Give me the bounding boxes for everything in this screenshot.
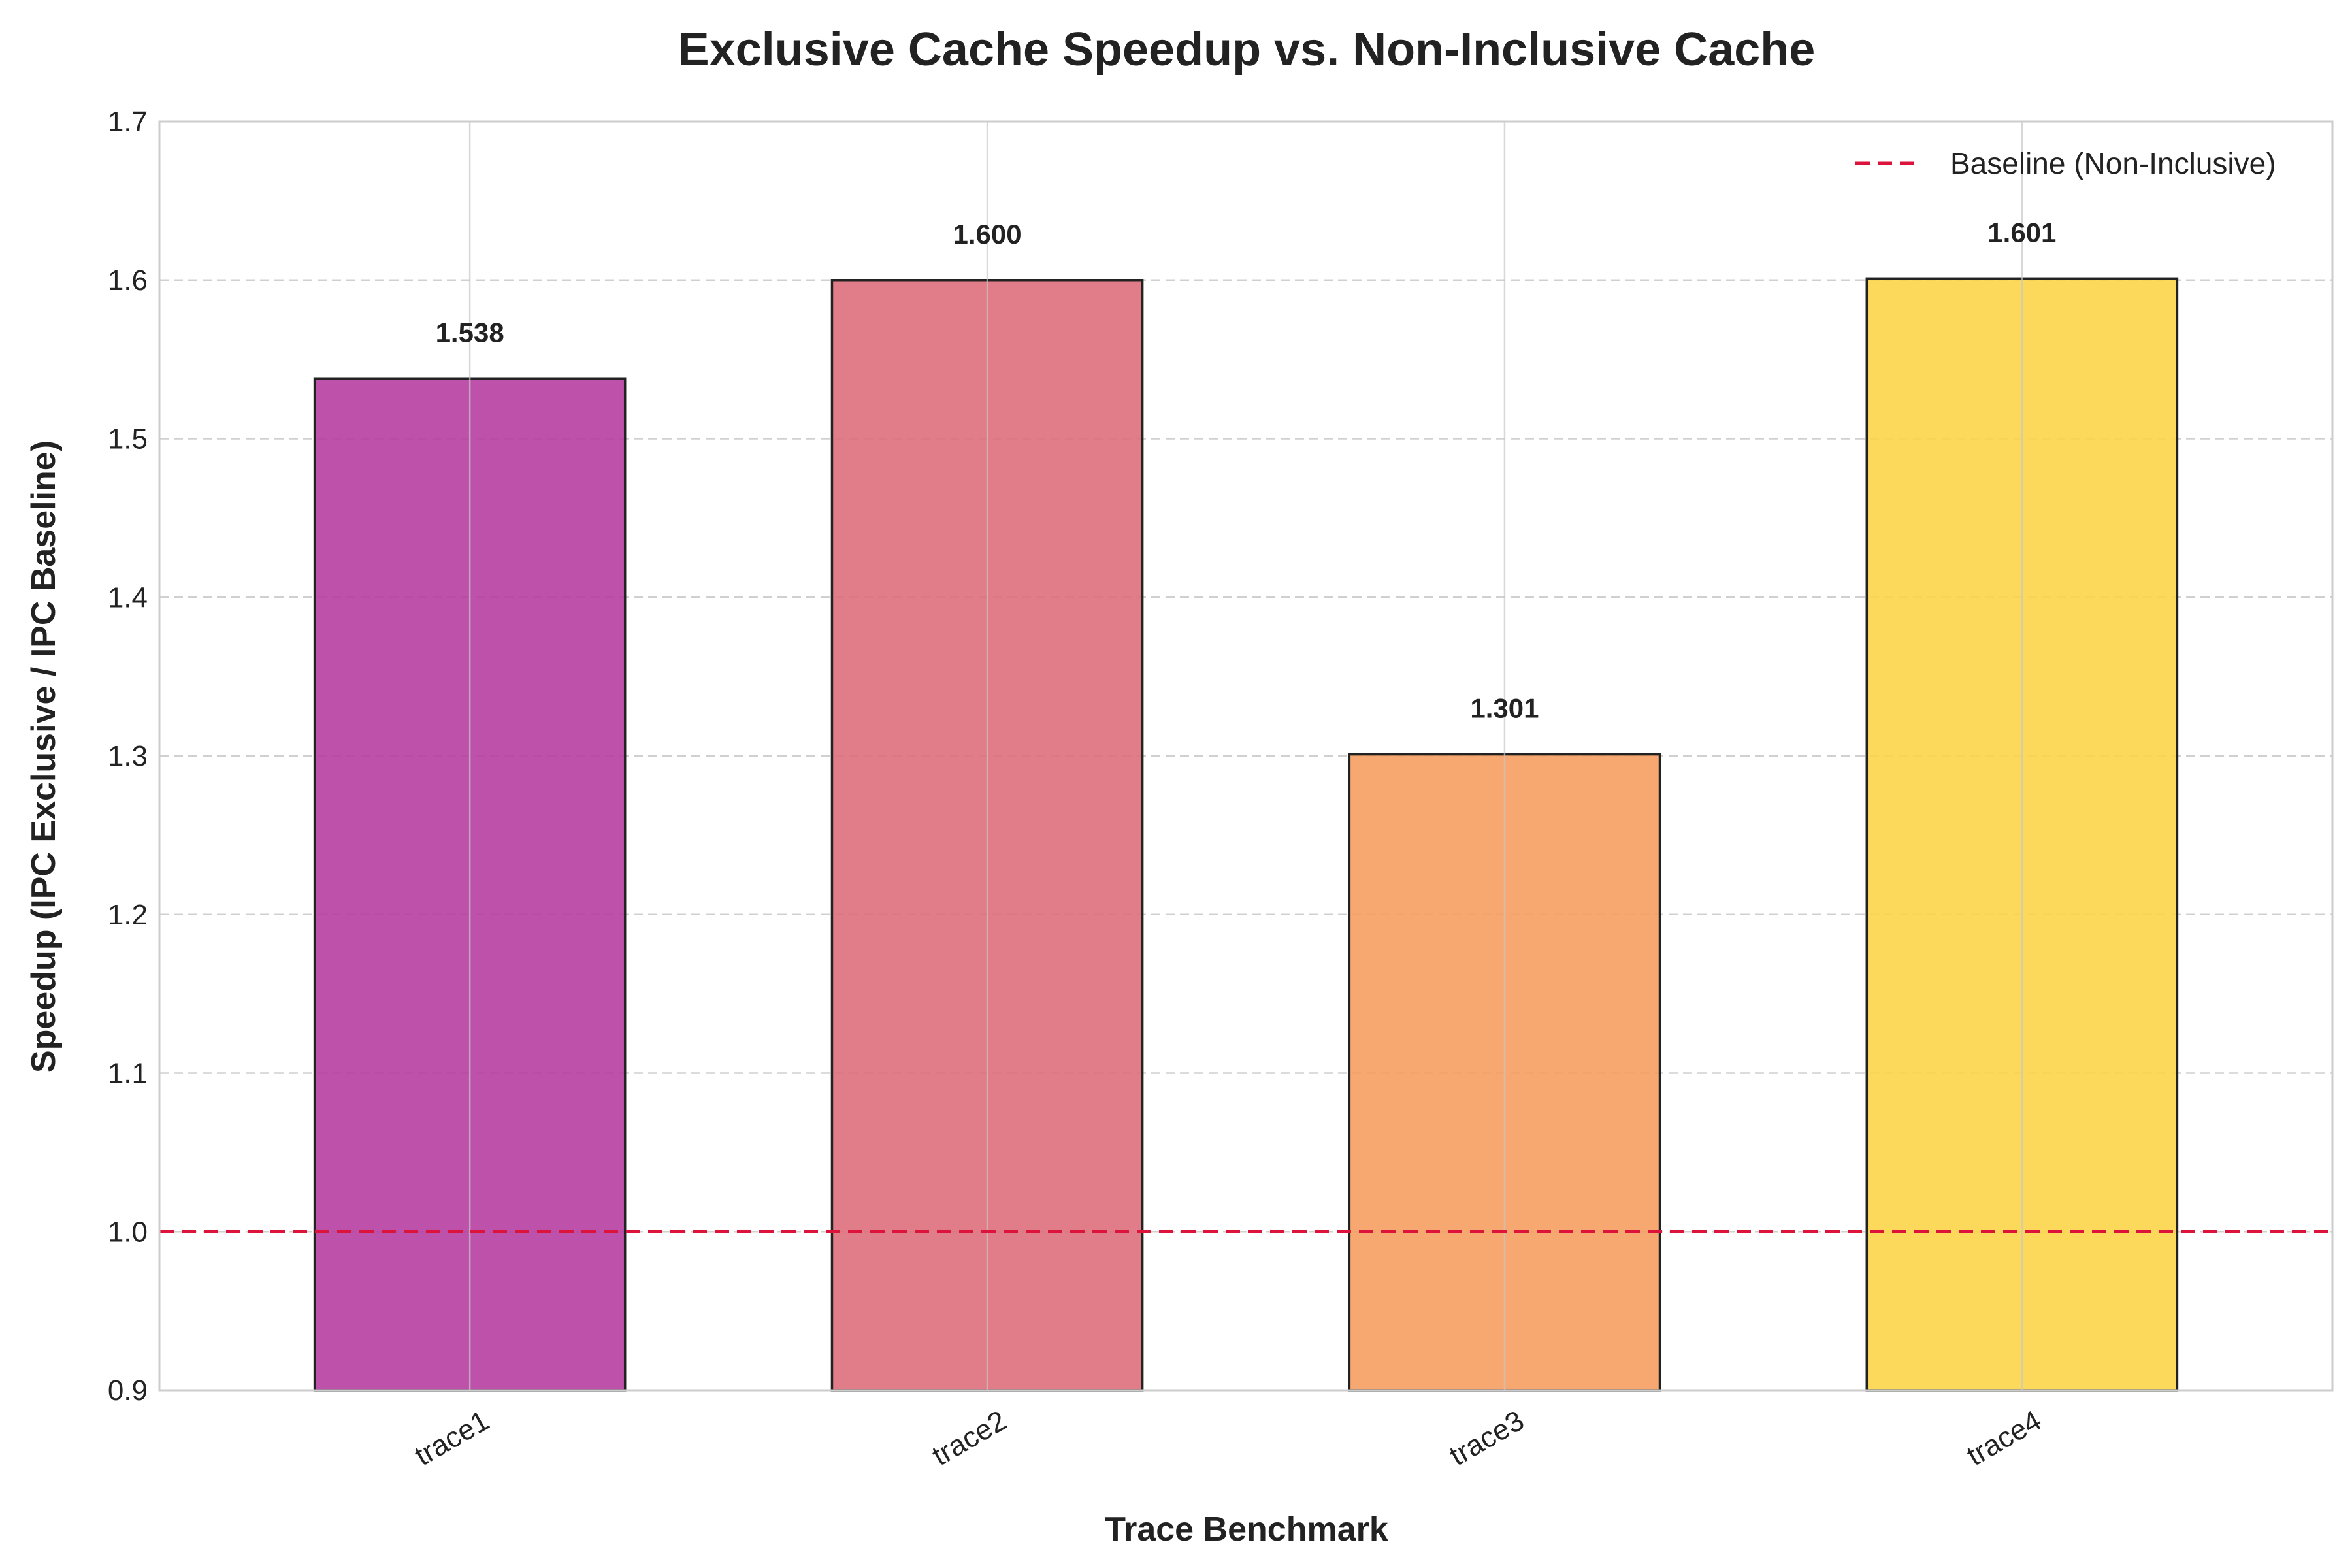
legend: Baseline (Non-Inclusive) (1855, 146, 2276, 180)
y-tick-label: 1.5 (108, 423, 148, 455)
y-tick-label: 0.9 (108, 1375, 148, 1407)
data-label-trace2: 1.600 (953, 219, 1021, 250)
x-axis-label: Trace Benchmark (1105, 1511, 1388, 1548)
y-tick-label: 1.2 (108, 899, 148, 931)
y-tick-label: 1.6 (108, 265, 148, 297)
y-tick-label: 1.0 (108, 1216, 148, 1248)
chart-title: Exclusive Cache Speedup vs. Non-Inclusiv… (678, 24, 1816, 76)
y-axis-ticks: 0.9 1.0 1.1 1.2 1.3 1.4 1.5 1.6 1.7 (108, 106, 148, 1407)
y-tick-label: 1.4 (108, 581, 148, 613)
y-tick-label: 1.3 (108, 740, 148, 772)
data-label-trace4: 1.601 (1987, 217, 2056, 248)
plot-frame (158, 120, 2334, 1392)
legend-baseline-label: Baseline (Non-Inclusive) (1950, 146, 2276, 180)
data-label-trace1: 1.538 (436, 317, 504, 348)
y-tick-label: 1.1 (108, 1058, 148, 1090)
y-tick-label: 1.7 (108, 106, 148, 138)
vertical-grid (468, 122, 2023, 1390)
data-label-trace3: 1.301 (1470, 693, 1539, 724)
data-labels: 1.538 1.600 1.301 1.601 (436, 217, 2057, 723)
y-axis-label: Speedup (IPC Exclusive / IPC Baseline) (25, 440, 63, 1073)
